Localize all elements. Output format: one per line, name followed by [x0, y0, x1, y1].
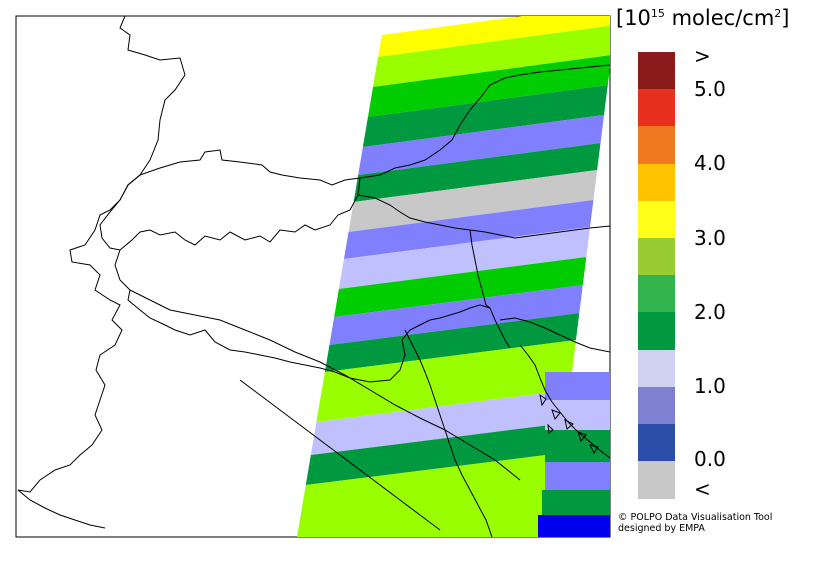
color-bin [638, 424, 675, 462]
adriatic-coast-north [404, 329, 493, 537]
slovenia-croatia-border [499, 317, 610, 353]
croatian-coast [519, 344, 610, 459]
unit-prefix: [10 [616, 6, 651, 30]
unit-exponent: 15 [650, 7, 665, 20]
inner-italy-border [239, 379, 441, 531]
swath-stripe [324, 313, 580, 372]
swath-stripe [348, 170, 598, 232]
france-border [17, 16, 186, 493]
color-bin [638, 312, 675, 351]
swath-stripe [358, 115, 605, 175]
swath-stripe [329, 285, 583, 345]
credit-line2: designed by EMPA [618, 523, 705, 534]
swath-cell [545, 430, 610, 462]
country-borders [17, 16, 610, 537]
swath-stripe [310, 390, 570, 455]
austria-border [359, 64, 610, 179]
unit-square: 2 [774, 7, 782, 20]
swath-stripe [373, 25, 610, 87]
swath-stripe [338, 227, 591, 289]
color-bin [638, 349, 675, 388]
swath-stripe [334, 257, 587, 317]
tick-label: 1.0 [694, 374, 726, 398]
unit-suffix: molec/cm [664, 6, 775, 30]
swath-cell [545, 400, 610, 430]
tick-label: < [694, 477, 711, 501]
tick-label: 0.0 [694, 447, 726, 471]
tick-label: 3.0 [694, 226, 726, 250]
swath-stripe [378, 16, 610, 57]
color-bin [638, 126, 675, 165]
color-bin [638, 163, 675, 202]
tick-label: 2.0 [694, 300, 726, 324]
swath-cell [542, 490, 610, 515]
swath-stripe [316, 340, 576, 422]
switzerland-border [99, 149, 361, 251]
slovenia-border [469, 229, 491, 309]
swath-stripe [296, 453, 562, 537]
italy-apennine-border [129, 289, 521, 481]
southwest-coast [17, 489, 106, 529]
swath-stripe [305, 423, 566, 485]
color-bin [638, 200, 675, 239]
swath-stripe [362, 85, 608, 147]
swath-cell [545, 462, 610, 490]
satellite-swath [296, 16, 610, 537]
tick-label: 5.0 [694, 77, 726, 101]
legend-unit-label: [1015 molec/cm2] [616, 6, 789, 30]
color-bin [638, 386, 675, 425]
color-bin [638, 89, 675, 127]
color-bin [638, 275, 675, 313]
color-bin [638, 238, 675, 276]
color-bin [638, 461, 675, 499]
swath-stripe [353, 143, 601, 202]
unit-close: ] [781, 6, 790, 30]
alps-border [357, 194, 610, 239]
tick-label: > [694, 44, 711, 68]
italy-north-border [114, 249, 511, 383]
swath-cell [538, 515, 610, 537]
swath-cell [545, 372, 610, 400]
color-bin [638, 52, 675, 90]
credit-line1: © POLPO Data Visualisation Tool [618, 512, 773, 523]
tick-label: 4.0 [694, 151, 726, 175]
croatian-islands [539, 393, 599, 454]
